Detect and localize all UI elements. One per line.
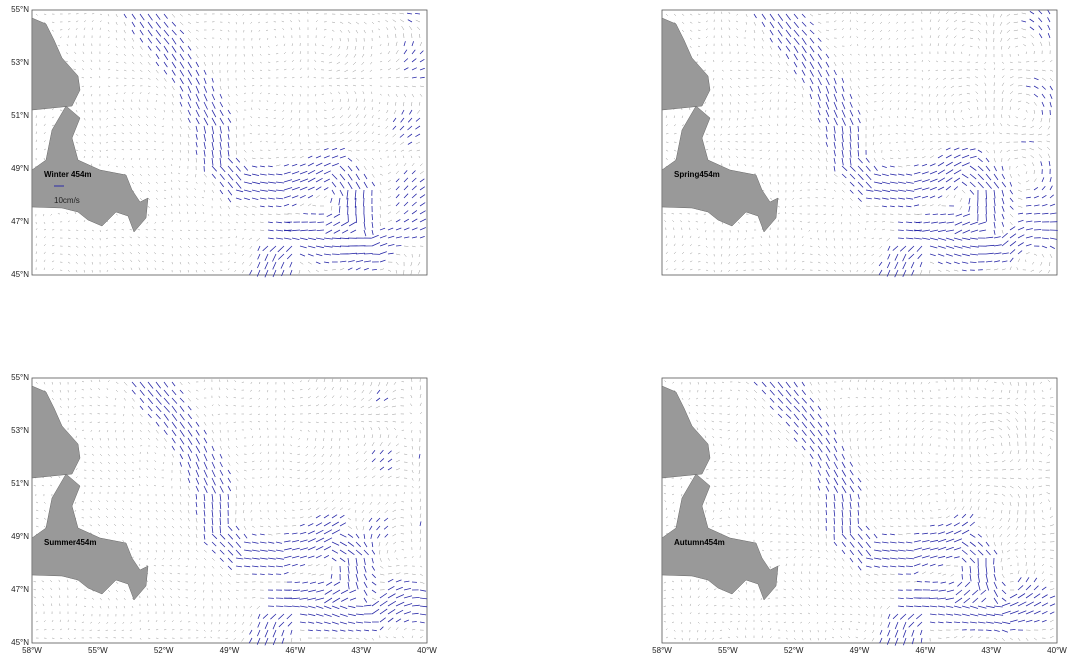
land-labrador xyxy=(661,385,711,479)
lat-label: 55°N xyxy=(11,5,29,14)
lat-label: 45°N xyxy=(11,270,29,279)
weak-vectors xyxy=(33,377,425,643)
lat-label: 49°N xyxy=(11,532,29,541)
lon-label: 40°W xyxy=(417,646,437,655)
land-newfoundland xyxy=(661,105,779,233)
land-newfoundland xyxy=(31,105,149,233)
lon-label: 58°W xyxy=(22,646,42,655)
land-labrador xyxy=(31,385,81,479)
season-label: Winter 454m xyxy=(44,170,92,179)
lon-label: 40°W xyxy=(1047,646,1067,655)
panel-frame xyxy=(31,9,428,276)
lon-label: 43°W xyxy=(351,646,371,655)
weak-vectors xyxy=(35,11,424,275)
lon-label: 46°W xyxy=(286,646,306,655)
strong-vectors xyxy=(753,381,1056,646)
lon-label: 43°W xyxy=(981,646,1001,655)
lon-label: 46°W xyxy=(916,646,936,655)
season-label: Autumn454m xyxy=(674,538,725,547)
land-newfoundland xyxy=(31,473,149,601)
land-labrador xyxy=(661,17,711,111)
lat-label: 53°N xyxy=(11,426,29,435)
strong-vectors xyxy=(123,12,427,278)
lat-label: 51°N xyxy=(11,479,29,488)
strong-vectors xyxy=(131,381,428,646)
lat-label: 47°N xyxy=(11,585,29,594)
map-panel: Autumn454m 58°W 55°W 52°W 49°W 46°W 43°W 40°W xyxy=(652,377,1067,655)
weak-vectors xyxy=(663,11,1054,275)
lat-label: 51°N xyxy=(11,111,29,120)
land-labrador xyxy=(31,17,81,111)
map-panel: Spring454m xyxy=(661,9,1058,278)
map-panel: Winter 454m 10cm/s 55°N 53°N 51°N 49°N 47°N 45°… xyxy=(11,5,428,279)
strong-vectors xyxy=(753,9,1058,278)
lat-label: 45°N xyxy=(11,638,29,647)
lon-label: 58°W xyxy=(652,646,672,655)
lon-label: 52°W xyxy=(784,646,804,655)
map-panel: Summer454m 55°N 53°N 51°N 49°N 47°N 45°N58°W 55… xyxy=(11,373,437,655)
scale-label: 10cm/s xyxy=(54,196,80,205)
lon-label: 52°W xyxy=(154,646,174,655)
lon-label: 49°W xyxy=(850,646,870,655)
lon-label: 55°W xyxy=(718,646,738,655)
season-label: Spring454m xyxy=(674,170,720,179)
lat-label: 53°N xyxy=(11,58,29,67)
lat-label: 55°N xyxy=(11,373,29,382)
panel-frame xyxy=(661,9,1058,276)
panel-frame xyxy=(31,377,428,644)
panel-frame xyxy=(661,377,1058,644)
lat-label: 49°N xyxy=(11,164,29,173)
season-label: Summer454m xyxy=(44,538,96,547)
lat-label: 47°N xyxy=(11,217,29,226)
lon-label: 49°W xyxy=(220,646,240,655)
land-newfoundland xyxy=(661,473,779,601)
lon-label: 55°W xyxy=(88,646,108,655)
